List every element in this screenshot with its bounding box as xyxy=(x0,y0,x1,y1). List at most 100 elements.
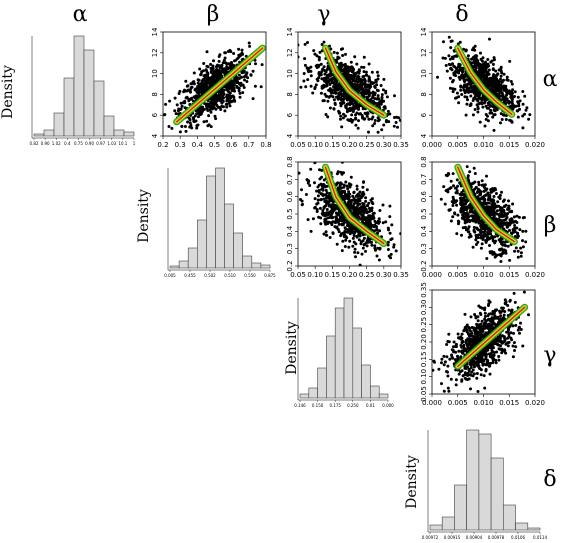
data-point xyxy=(475,235,479,239)
data-point xyxy=(474,219,478,223)
data-point xyxy=(483,386,487,390)
data-point xyxy=(350,119,354,123)
data-point xyxy=(519,254,523,258)
data-point xyxy=(306,218,310,222)
data-point xyxy=(444,64,448,67)
data-point xyxy=(361,116,365,120)
y-tick-label: 12 xyxy=(151,48,159,57)
data-point xyxy=(486,71,490,74)
data-point xyxy=(231,79,234,83)
data-point xyxy=(354,123,358,127)
data-point xyxy=(460,93,464,96)
data-point xyxy=(378,246,382,250)
data-point xyxy=(375,254,379,258)
data-point xyxy=(458,68,461,72)
data-point xyxy=(245,80,249,83)
data-point xyxy=(462,157,465,160)
data-point xyxy=(335,60,339,64)
data-point xyxy=(453,212,457,216)
data-point xyxy=(233,59,236,63)
data-point xyxy=(480,70,484,74)
data-point xyxy=(505,216,509,219)
data-point xyxy=(502,84,506,88)
data-point xyxy=(346,66,349,70)
data-point xyxy=(364,112,368,116)
x-tick-label: 0.10 xyxy=(307,141,323,149)
data-point xyxy=(305,178,309,182)
data-point xyxy=(364,88,368,92)
data-point xyxy=(242,86,246,89)
data-point xyxy=(381,88,385,92)
histogram-bar xyxy=(317,367,327,399)
data-point xyxy=(347,204,351,208)
data-point xyxy=(357,84,361,88)
data-point xyxy=(472,57,476,61)
data-point xyxy=(213,114,217,118)
data-point xyxy=(352,197,356,200)
data-point xyxy=(351,244,355,248)
y-tick-label: 0.5 xyxy=(420,208,428,219)
data-point xyxy=(347,69,351,73)
data-point xyxy=(205,119,209,123)
data-point xyxy=(480,242,484,246)
x-tick-label: 0.000 xyxy=(382,403,394,408)
data-point xyxy=(489,108,493,112)
data-point xyxy=(515,226,519,230)
histogram-bar xyxy=(326,335,336,399)
data-point xyxy=(459,88,463,92)
data-point xyxy=(389,256,393,260)
data-point xyxy=(228,104,232,108)
data-point xyxy=(345,110,349,114)
data-point xyxy=(200,90,204,94)
row-header-delta: δ xyxy=(543,467,556,492)
data-point xyxy=(471,214,474,218)
data-point xyxy=(464,113,468,117)
data-point xyxy=(221,61,225,65)
data-point xyxy=(521,90,525,93)
data-point xyxy=(485,187,489,191)
data-point xyxy=(475,376,479,380)
data-point xyxy=(336,181,340,185)
data-point xyxy=(243,78,246,82)
data-point xyxy=(322,206,326,210)
data-point xyxy=(476,94,480,98)
x-tick-label: 0.000 xyxy=(422,141,442,149)
data-point xyxy=(494,188,497,192)
y-tick-label: 6 xyxy=(151,112,159,117)
data-point xyxy=(443,202,447,206)
data-point xyxy=(355,187,359,191)
data-point xyxy=(381,203,385,207)
data-point xyxy=(175,103,179,107)
data-point xyxy=(354,255,357,259)
points-layer xyxy=(298,40,401,134)
data-point xyxy=(215,94,219,98)
data-point xyxy=(471,218,475,222)
data-point xyxy=(473,96,477,100)
data-point xyxy=(483,124,487,128)
data-point xyxy=(372,93,376,97)
data-point xyxy=(449,17,452,20)
data-point xyxy=(220,66,224,70)
data-point xyxy=(498,247,502,251)
data-point xyxy=(204,68,208,72)
data-point xyxy=(376,94,380,98)
data-point xyxy=(328,106,332,110)
data-point xyxy=(471,113,475,117)
y-tick-label: 12 xyxy=(286,48,294,57)
data-point xyxy=(497,213,501,217)
data-point xyxy=(381,221,385,225)
scatter-gamma-delta: 0.000 0.005 0.010 0.015 0.0200.050.100.150.2… xyxy=(420,282,545,407)
x-tick-label: 0.146 xyxy=(294,403,306,408)
data-point xyxy=(370,240,373,244)
data-point xyxy=(345,184,349,188)
data-point xyxy=(340,249,344,253)
data-point xyxy=(361,217,365,221)
y-tick-label: 0.4 xyxy=(420,225,428,237)
data-point xyxy=(216,64,220,68)
data-point xyxy=(347,182,351,186)
data-point xyxy=(339,234,343,238)
data-point xyxy=(452,184,455,188)
density-axis-label: Density xyxy=(136,189,152,243)
data-point xyxy=(499,83,503,87)
x-tick-label: 0.4 xyxy=(192,141,204,149)
